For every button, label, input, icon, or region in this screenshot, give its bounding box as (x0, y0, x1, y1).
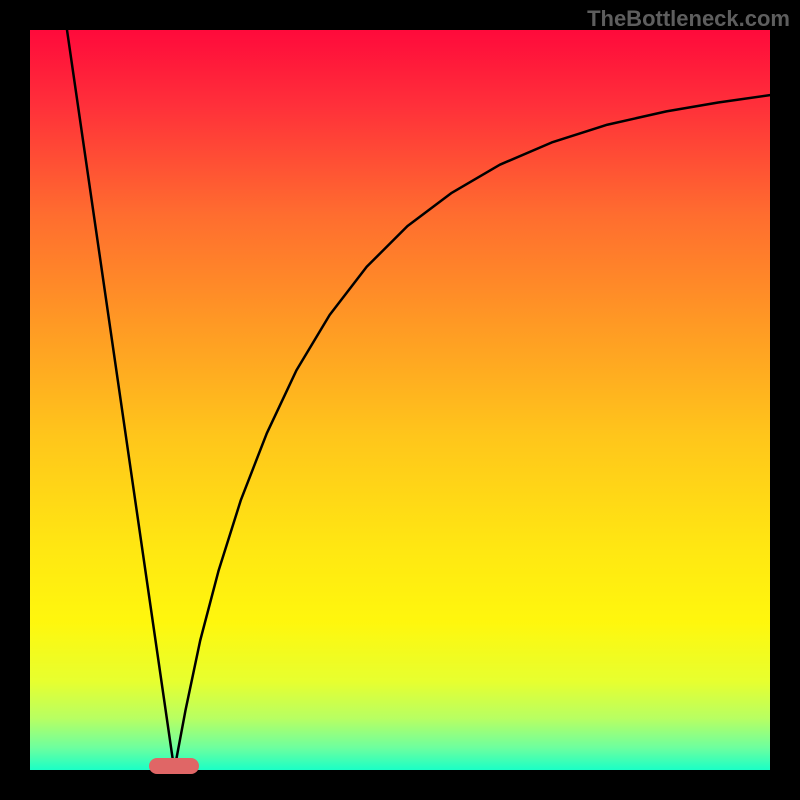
gradient-bg (30, 30, 770, 770)
chart-outer: TheBottleneck.com (0, 0, 800, 800)
watermark-text: TheBottleneck.com (587, 6, 790, 32)
plot-area (30, 30, 770, 770)
chart-svg (30, 30, 770, 770)
vertex-marker (149, 758, 199, 774)
